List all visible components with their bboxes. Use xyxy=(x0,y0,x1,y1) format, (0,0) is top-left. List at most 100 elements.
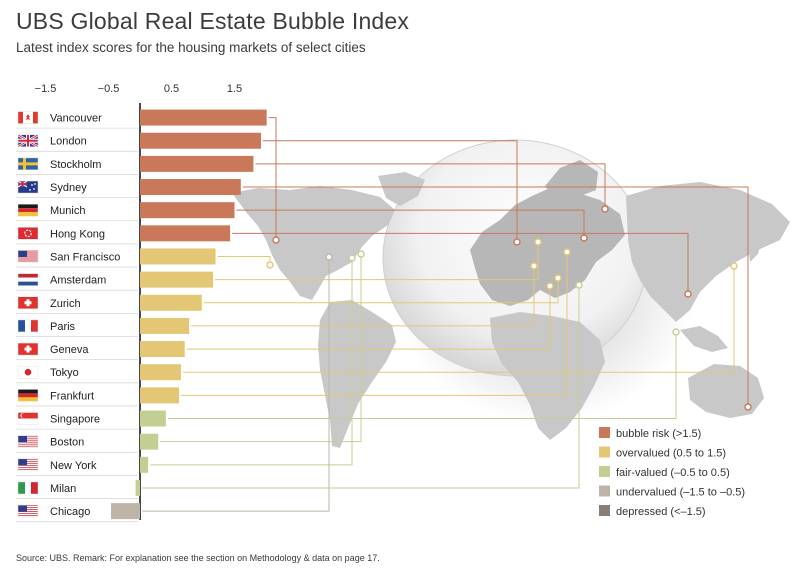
bar-milan xyxy=(135,479,140,496)
world-map xyxy=(232,139,790,448)
city-label-stockholm: Stockholm xyxy=(50,159,101,171)
legend-label-undervalued: undervalued (–1.5 to –0.5) xyxy=(616,487,745,499)
usa-flag-icon xyxy=(17,504,39,518)
leader-line-singapore xyxy=(167,332,677,420)
leader-line-boston xyxy=(160,254,362,443)
leader-line-milan xyxy=(142,285,580,489)
scandinavia xyxy=(545,160,598,198)
leader-line-paris xyxy=(191,266,535,327)
bar-new-york xyxy=(140,456,149,473)
city-label-sydney: Sydney xyxy=(50,182,87,194)
sweden-flag-icon xyxy=(17,157,39,171)
city-label-amsterdam: Amsterdam xyxy=(50,275,106,287)
tick-label: 0.5 xyxy=(164,83,179,95)
legend-swatch-fair xyxy=(599,466,610,477)
bar-amsterdam xyxy=(140,271,214,288)
legend-label-depressed: depressed (<–1.5) xyxy=(616,506,706,518)
map-marker-milan xyxy=(575,281,583,289)
city-label-new-york: New York xyxy=(50,460,97,472)
city-markers xyxy=(266,205,752,411)
australia-flag-icon xyxy=(17,180,39,194)
city-label-frankfurt: Frankfurt xyxy=(50,390,94,402)
bar-vancouver xyxy=(140,109,267,126)
netherlands-flag-icon xyxy=(17,273,39,286)
city-label-zurich: Zurich xyxy=(50,298,81,310)
leader-line-stockholm xyxy=(255,163,606,209)
map-marker-singapore xyxy=(672,328,680,336)
map-marker-frankfurt xyxy=(563,248,571,256)
leader-line-san-francisco xyxy=(217,255,271,265)
source-note: Source: UBS. Remark: For explanation see… xyxy=(16,553,380,563)
australia xyxy=(688,364,764,418)
legend: bubble risk (>1.5) overvalued (0.5 to 1.5… xyxy=(599,427,745,518)
legend-label-overvalued: overvalued (0.5 to 1.5) xyxy=(616,448,726,460)
city-label-hong-kong: Hong Kong xyxy=(50,228,105,240)
leader-line-sydney xyxy=(242,186,749,407)
city-label-singapore: Singapore xyxy=(50,414,100,426)
map-marker-stockholm xyxy=(601,205,609,213)
leader-line-zurich xyxy=(203,278,559,304)
bar-london xyxy=(140,132,261,149)
canada-flag-icon xyxy=(17,111,39,124)
map-marker-vancouver xyxy=(272,236,280,244)
bar-san-francisco xyxy=(140,248,216,265)
germany-flag-icon xyxy=(17,389,39,402)
chart-subtitle: Latest index scores for the housing mark… xyxy=(16,40,366,55)
bar-chicago xyxy=(111,503,140,520)
bar-hong-kong xyxy=(140,225,231,242)
leader-line-amsterdam xyxy=(215,242,539,281)
city-label-tokyo: Tokyo xyxy=(50,367,79,379)
city-label-boston: Boston xyxy=(50,437,84,449)
leader-line-london xyxy=(262,140,518,242)
asia xyxy=(626,182,790,322)
map-marker-london xyxy=(513,238,521,246)
legend-label-bubble: bubble risk (>1.5) xyxy=(616,428,701,440)
leader-line-chicago xyxy=(142,257,330,512)
city-label-london: London xyxy=(50,136,87,148)
chart-title: UBS Global Real Estate Bubble Index xyxy=(16,8,410,34)
japan-flag-icon xyxy=(17,365,39,379)
map-marker-boston xyxy=(357,250,365,258)
bar-zurich xyxy=(140,294,202,311)
map-marker-munich xyxy=(580,234,588,242)
bar-paris xyxy=(140,317,190,334)
tick-label: 1.5 xyxy=(227,83,242,95)
greenland xyxy=(378,172,425,206)
bar-frankfurt xyxy=(140,387,180,404)
north-america xyxy=(232,186,395,300)
map-marker-sydney xyxy=(744,403,752,411)
legend-swatch-undervalued xyxy=(599,485,610,497)
city-label-munich: Munich xyxy=(50,205,85,217)
hongkong-flag-icon xyxy=(17,227,39,240)
map-marker-zurich xyxy=(554,274,562,282)
europe xyxy=(470,188,625,306)
bar-geneva xyxy=(140,341,185,358)
leader-line-new-york xyxy=(150,258,353,466)
bar-tokyo xyxy=(140,364,181,381)
bar-sydney xyxy=(140,179,241,196)
italy-flag-icon xyxy=(17,481,39,495)
map-marker-san-francisco xyxy=(266,261,274,269)
singapore-flag-icon xyxy=(17,412,39,425)
city-label-paris: Paris xyxy=(50,321,76,333)
legend-swatch-bubble xyxy=(599,427,610,438)
map-marker-tokyo xyxy=(730,262,738,270)
bar-boston xyxy=(140,433,159,450)
bar-singapore xyxy=(140,410,166,427)
map-marker-geneva xyxy=(546,282,554,290)
leader-lines xyxy=(142,117,749,512)
city-label-geneva: Geneva xyxy=(50,344,89,356)
japan xyxy=(748,228,762,262)
map-marker-new-york xyxy=(348,254,356,262)
leader-line-munich xyxy=(236,209,585,238)
usa-flag-icon xyxy=(17,250,39,263)
switzerland-flag-icon xyxy=(17,296,39,310)
map-marker-chicago xyxy=(325,253,333,261)
usa-flag-icon xyxy=(17,435,39,448)
tick-label: −1.5 xyxy=(35,83,57,95)
city-rows: Vancouver London Stockholm Sydney Munich Hong… xyxy=(16,111,138,523)
leader-line-geneva xyxy=(186,286,551,350)
southeast-asia xyxy=(680,326,728,352)
city-label-san-francisco: San Francisco xyxy=(50,251,120,263)
